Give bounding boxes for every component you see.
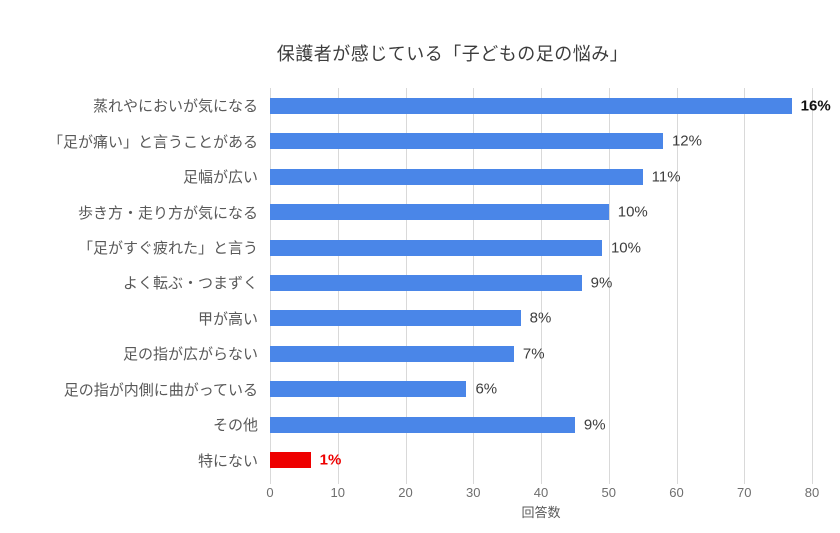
x-tick-label: 0 (266, 485, 274, 500)
bar-track: 1% (270, 443, 812, 478)
bar-row: 「足がすぐ疲れた」と言う 10% (0, 230, 812, 265)
value-label: 7% (522, 345, 545, 363)
bar-rows: 蒸れやにおいが気になる 16% 「足が痛い」と言うことがある 12% 足幅が広い 11% 歩… (0, 88, 831, 478)
bar-track: 9% (270, 407, 812, 442)
gridline (744, 88, 746, 484)
category-label: 足幅が広い (182, 169, 258, 187)
gridline (608, 88, 610, 484)
category-label: 「足が痛い」と言うことがある (47, 133, 258, 151)
x-axis-ticks: 0 10 20 30 40 50 60 70 80 (266, 478, 819, 500)
bar-track: 11% (270, 159, 812, 194)
bar-track: 8% (270, 301, 812, 336)
value-label: 9% (590, 274, 613, 292)
bar (270, 239, 602, 256)
bar-row: 蒸れやにおいが気になる 16% (0, 88, 831, 123)
x-tick-label: 30 (466, 485, 481, 500)
bar-track: 9% (270, 265, 812, 300)
bar-row: よく転ぶ・つまずく 9% (0, 265, 812, 300)
bar (270, 416, 575, 433)
plot-area: 蒸れやにおいが気になる 16% 「足が痛い」と言うことがある 12% 足幅が広い 11% 歩… (0, 88, 831, 484)
bar (270, 274, 582, 291)
bar-row: 特にない 1% (0, 443, 812, 478)
bar (270, 204, 609, 221)
x-tick-label: 70 (737, 485, 752, 500)
bar-track: 6% (270, 372, 812, 407)
bar (270, 133, 663, 150)
bar (270, 381, 467, 398)
value-label: 10% (610, 239, 641, 257)
bar-track: 10% (270, 194, 812, 229)
value-label: 10% (617, 203, 648, 221)
value-label: 11% (651, 168, 681, 186)
highlighted-bar (270, 452, 311, 469)
gridline (812, 88, 813, 484)
chart-title: 保護者が感じている「子どもの足の悩み」 (276, 44, 629, 64)
bar (270, 345, 514, 362)
bar-track: 10% (270, 230, 812, 265)
bar (270, 97, 792, 114)
x-tick-label: 40 (533, 485, 549, 500)
bar-track: 16% (270, 88, 831, 123)
bar-row: 歩き方・走り方が気になる 10% (0, 194, 812, 229)
bar (270, 168, 643, 185)
category-label: 歩き方・走り方が気になる (77, 204, 258, 222)
x-tick-label: 20 (398, 485, 413, 500)
bar-row: 「足が痛い」と言うことがある 12% (0, 123, 812, 158)
category-label: 「足がすぐ疲れた」と言う (77, 240, 258, 258)
x-tick-label: 10 (330, 485, 345, 500)
bar (270, 310, 521, 327)
bar-row: 甲が高い 8% (0, 301, 812, 336)
x-tick-label: 60 (669, 485, 684, 500)
value-label: 12% (671, 132, 702, 150)
bar-track: 7% (270, 336, 812, 371)
value-label: 9% (583, 416, 606, 434)
bar-row: 足の指が広がらない 7% (0, 336, 812, 371)
bar-row: 足の指が内側に曲がっている 6% (0, 372, 812, 407)
bar-row: 足幅が広い 11% (0, 159, 812, 194)
value-label: 16% (800, 97, 831, 115)
category-label: 特にない (197, 452, 258, 470)
value-label: 6% (475, 380, 498, 398)
gridline (676, 88, 678, 484)
category-label: 甲が高い (197, 310, 258, 328)
x-tick-label: 50 (601, 485, 616, 500)
category-label: 足の指が広がらない (122, 346, 258, 364)
category-label: 足の指が内側に曲がっている (63, 381, 258, 399)
category-label: その他 (212, 417, 258, 435)
x-tick-label: 80 (804, 485, 820, 500)
bar-row: その他 9% (0, 407, 812, 442)
bar-track: 12% (270, 123, 812, 158)
category-label: 蒸れやにおいが気になる (92, 98, 258, 116)
x-axis-title: 回答数 (521, 505, 561, 520)
value-label: 8% (529, 309, 552, 327)
category-label: よく転ぶ・つまずく (122, 275, 258, 293)
value-label: 1% (319, 451, 342, 469)
